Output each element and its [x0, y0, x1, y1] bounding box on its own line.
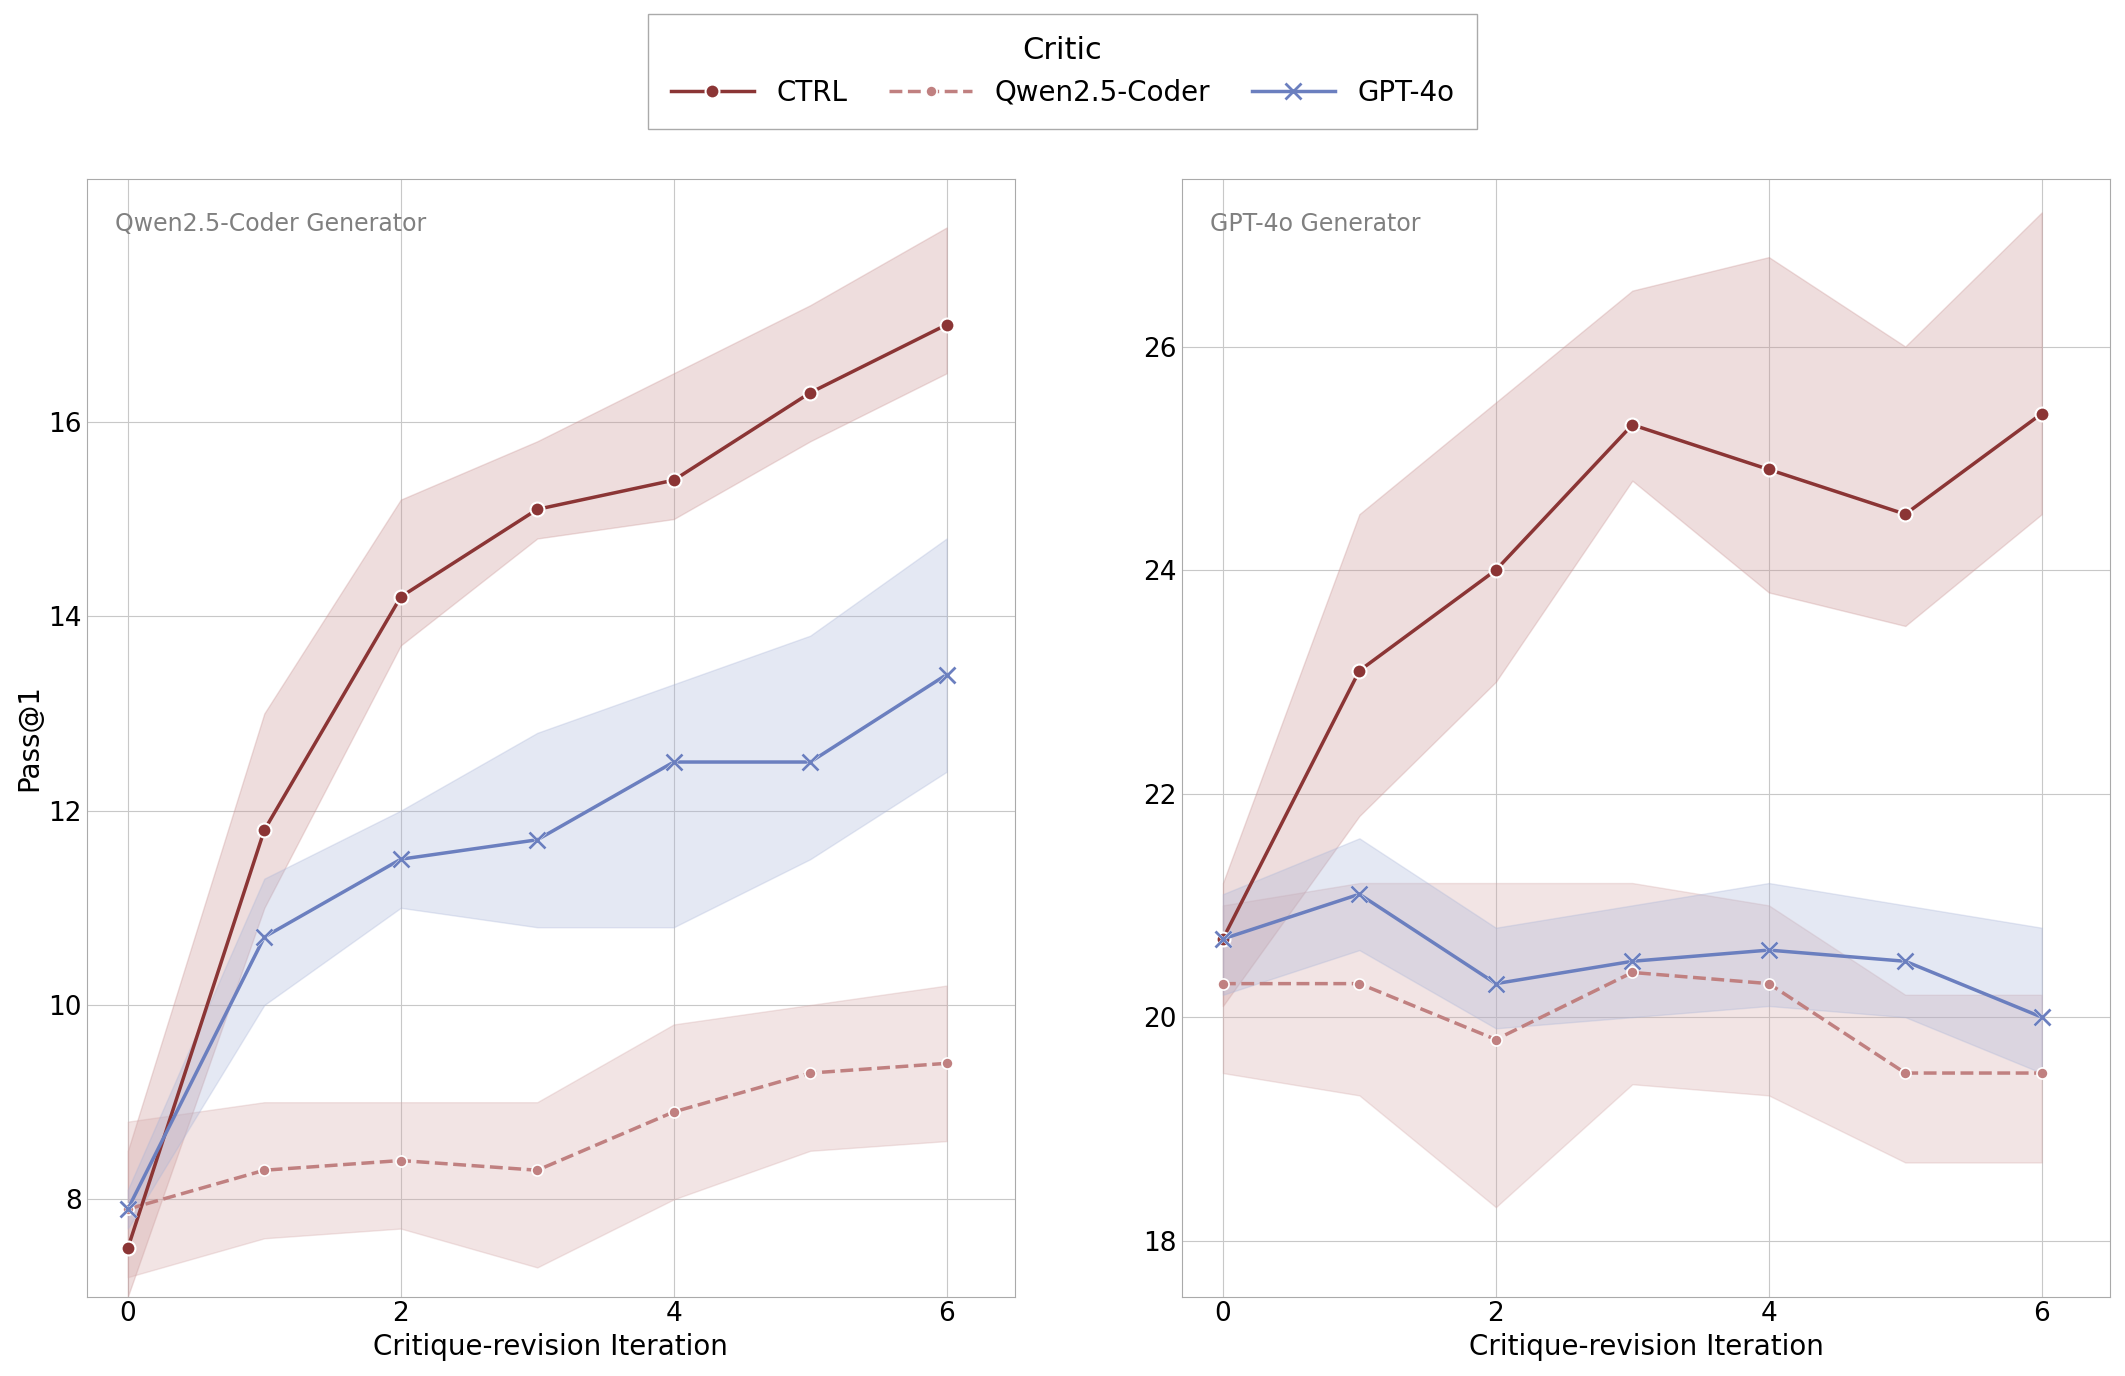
Text: Qwen2.5-Coder Generator: Qwen2.5-Coder Generator: [115, 212, 425, 237]
X-axis label: Critique-revision Iteration: Critique-revision Iteration: [374, 1333, 729, 1361]
X-axis label: Critique-revision Iteration: Critique-revision Iteration: [1468, 1333, 1823, 1361]
Y-axis label: Pass@1: Pass@1: [15, 684, 42, 791]
Text: GPT-4o Generator: GPT-4o Generator: [1209, 212, 1420, 237]
Legend: CTRL, Qwen2.5-Coder, GPT-4o: CTRL, Qwen2.5-Coder, GPT-4o: [648, 14, 1477, 129]
